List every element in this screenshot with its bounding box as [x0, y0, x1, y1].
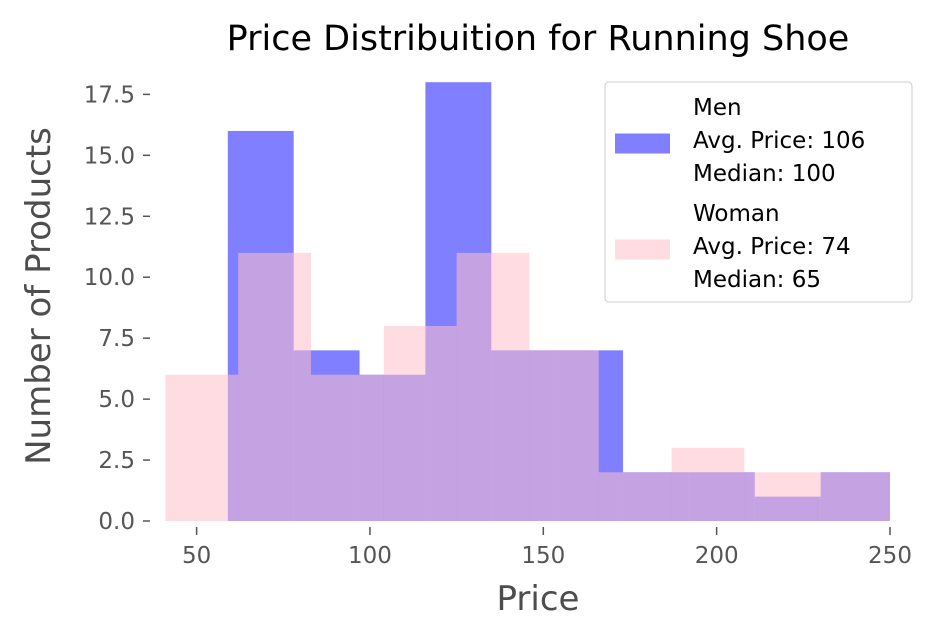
y-tick-label: 0.0 — [98, 509, 135, 535]
y-tick-label: 12.5 — [84, 204, 135, 230]
series-2-bars — [165, 252, 890, 522]
x-tick-label: 150 — [521, 543, 565, 569]
series-2-bar-6 — [529, 350, 599, 521]
series-2-bar-10 — [817, 472, 890, 521]
series-2-bar-2 — [238, 252, 312, 522]
legend-entry-2-line-1: Woman — [693, 201, 780, 227]
y-tick-label: 7.5 — [98, 326, 135, 352]
series-2-bar-3 — [311, 374, 384, 521]
y-tick-label: 15.0 — [84, 143, 135, 169]
y-axis: 0.0 2.5 5.0 7.5 10.0 12.5 15.0 17.5 — [84, 82, 150, 535]
legend-entry-1-line-1: Men — [693, 95, 742, 121]
y-tick-label: 17.5 — [84, 82, 135, 108]
y-axis-label: Number of Products — [19, 127, 59, 465]
x-axis-label: Price — [497, 579, 580, 619]
legend-entry-2-line-3: Median: 65 — [693, 267, 821, 293]
histogram-bars — [165, 82, 890, 522]
x-tick-label: 100 — [348, 543, 392, 569]
legend-entry-2-line-2: Avg. Price: 74 — [693, 234, 851, 260]
series-2-bar-1 — [165, 374, 239, 521]
chart-title: Price Distribuition for Running Shoe — [227, 19, 850, 59]
legend-swatch-1 — [615, 133, 670, 154]
x-tick-label: 50 — [182, 543, 211, 569]
x-tick-label: 200 — [695, 543, 739, 569]
legend: Men Avg. Price: 106 Median: 100 Woman Avg. P… — [604, 81, 913, 303]
series-2-bar-5 — [456, 252, 530, 522]
series-2-bar-8 — [671, 447, 745, 521]
legend-frame — [604, 81, 913, 303]
y-tick-label: 10.0 — [84, 265, 135, 291]
legend-swatch-2 — [615, 239, 670, 260]
y-tick-label: 2.5 — [98, 448, 135, 474]
legend-entry-1-line-3: Median: 100 — [693, 161, 836, 187]
series-2-bar-9 — [744, 472, 818, 521]
series-2-bar-7 — [598, 472, 672, 521]
x-tick-label: 250 — [868, 543, 912, 569]
y-tick-label: 5.0 — [98, 387, 135, 413]
x-axis: 50 100 150 200 250 — [182, 527, 912, 569]
legend-entry-1-line-2: Avg. Price: 106 — [693, 128, 865, 154]
series-2-bar-4 — [383, 325, 457, 521]
